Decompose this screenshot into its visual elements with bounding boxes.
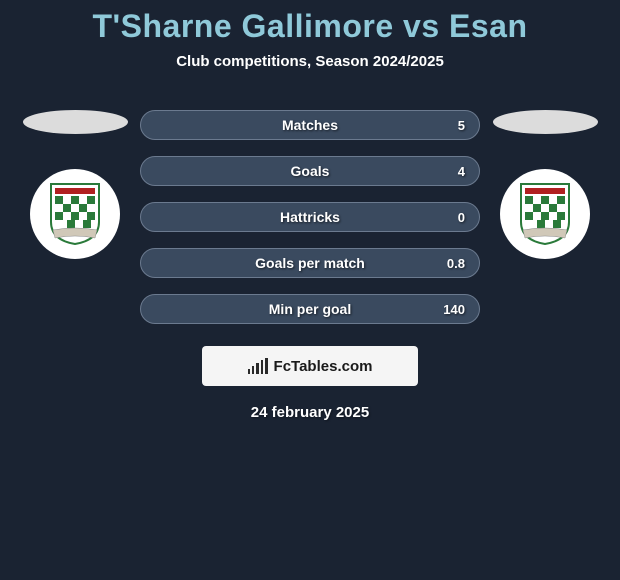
stat-bar-min-per-goal: Min per goal 140 xyxy=(140,294,480,324)
shield-icon xyxy=(47,182,103,246)
player-left-column xyxy=(20,110,130,259)
stat-label: Goals xyxy=(291,163,330,179)
stat-label: Goals per match xyxy=(255,255,365,271)
stat-bars: Matches 5 Goals 4 Hattricks 0 Goals per … xyxy=(140,110,480,324)
player-left-club-badge xyxy=(30,169,120,259)
player-left-name-oval xyxy=(23,110,128,134)
player-right-name-oval xyxy=(493,110,598,134)
page-title: T'Sharne Gallimore vs Esan xyxy=(0,0,620,45)
subtitle: Club competitions, Season 2024/2025 xyxy=(0,53,620,70)
stat-right-value: 0.8 xyxy=(447,256,465,271)
stat-right-value: 5 xyxy=(458,118,465,133)
stat-right-value: 4 xyxy=(458,164,465,179)
stat-bar-goals-per-match: Goals per match 0.8 xyxy=(140,248,480,278)
stat-label: Min per goal xyxy=(269,301,351,317)
comparison-panel: Matches 5 Goals 4 Hattricks 0 Goals per … xyxy=(0,110,620,324)
stat-bar-matches: Matches 5 xyxy=(140,110,480,140)
shield-icon xyxy=(517,182,573,246)
player-right-column xyxy=(490,110,600,259)
branding-text: FcTables.com xyxy=(274,358,373,375)
stat-bar-hattricks: Hattricks 0 xyxy=(140,202,480,232)
player-right-club-badge xyxy=(500,169,590,259)
stat-right-value: 0 xyxy=(458,210,465,225)
stat-right-value: 140 xyxy=(443,302,465,317)
bar-chart-icon xyxy=(248,358,268,374)
stat-label: Matches xyxy=(282,117,338,133)
footer-date: 24 february 2025 xyxy=(0,404,620,421)
branding-badge: FcTables.com xyxy=(202,346,418,386)
stat-label: Hattricks xyxy=(280,209,340,225)
stat-bar-goals: Goals 4 xyxy=(140,156,480,186)
